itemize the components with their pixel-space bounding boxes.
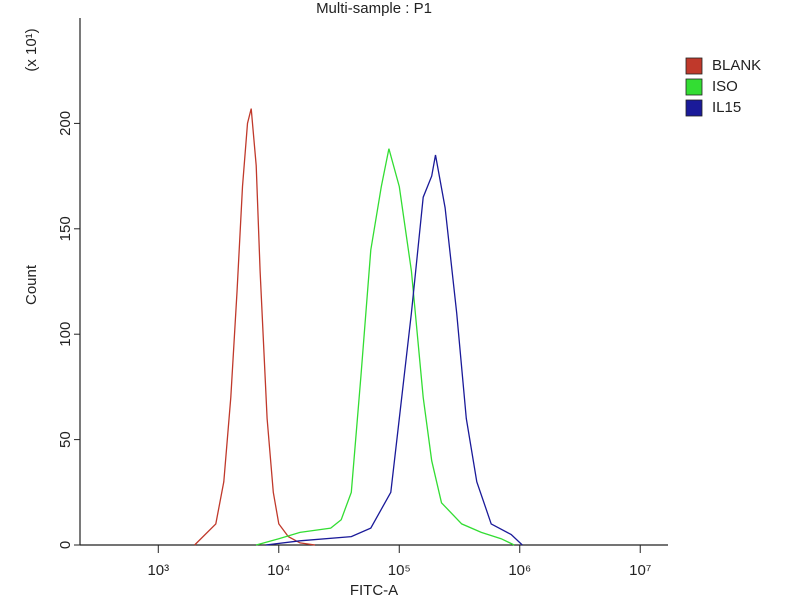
y-tick-label: 100 (57, 322, 74, 347)
y-tick-label: 150 (57, 216, 74, 241)
x-tick-label: 10⁷ (629, 562, 651, 579)
legend-swatch (685, 78, 703, 96)
x-tick-label: 10⁶ (508, 562, 531, 579)
x-tick-label: 10⁴ (267, 562, 290, 579)
y-tick-label: 50 (57, 431, 74, 448)
y-tick-label: 200 (57, 111, 74, 136)
legend-swatch (685, 99, 703, 117)
chart-title: Multi-sample : P1 (316, 0, 432, 17)
y-axis-label: Count (23, 264, 40, 305)
legend-label: ISO (712, 78, 738, 95)
x-axis-label: FITC-A (350, 582, 398, 599)
x-tick-label: 10⁵ (388, 562, 411, 579)
legend-label: IL15 (712, 99, 741, 116)
series-line (194, 108, 316, 546)
legend-swatch (685, 57, 703, 75)
y-tick-label: 0 (57, 541, 74, 549)
y-multiplier: (x 10¹) (23, 28, 40, 71)
series-line (265, 154, 523, 546)
legend-label: BLANK (712, 57, 761, 74)
series-line (256, 148, 515, 546)
x-tick-label: 10³ (147, 562, 169, 579)
